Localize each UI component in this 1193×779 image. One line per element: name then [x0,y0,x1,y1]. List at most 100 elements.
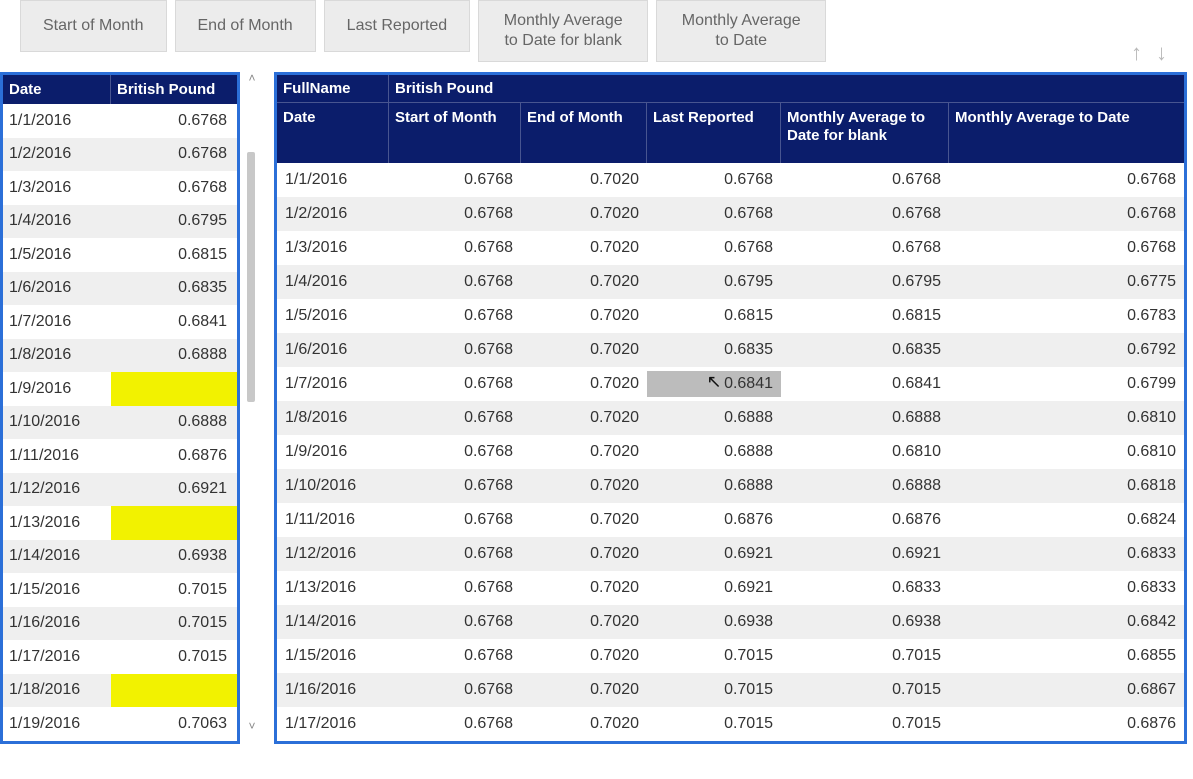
table-row[interactable]: 1/8/20160.67680.70200.68880.68880.6810 [277,401,1184,435]
right-matrix[interactable]: FullName British Pound Date Start of Mon… [274,72,1187,744]
col-monthly-avg-blank[interactable]: Monthly Average to Date for blank [781,103,949,163]
cell-date: 1/11/2016 [3,443,111,469]
cell-date: 1/14/2016 [277,609,389,635]
cell-mavb: 0.6768 [781,235,949,261]
cell-mavb: 0.6795 [781,269,949,295]
cell-date: 1/8/2016 [3,342,111,368]
cell-lr: 0.6876 [647,507,781,533]
table-row[interactable]: 1/17/20160.67680.70200.70150.70150.6876 [277,707,1184,741]
cell-lr: 0.6768 [647,201,781,227]
cell-value: 0.6888 [111,409,237,435]
arrow-down-icon[interactable]: ↓ [1156,40,1167,66]
cell-eom: 0.7020 [521,439,647,465]
tab-bar: Start of MonthEnd of MonthLast ReportedM… [0,0,1193,66]
left-table[interactable]: Date British Pound 1/1/20160.67681/2/201… [0,72,240,744]
matrix-fullname-label: FullName [277,75,389,102]
cell-value: 0.6768 [111,108,237,134]
table-row[interactable]: 1/18/2016 [3,674,237,708]
left-col-date-header[interactable]: Date [3,75,111,104]
table-row[interactable]: 1/10/20160.6888 [3,406,237,440]
tab-button[interactable]: End of Month [175,0,316,52]
cell-som: 0.6768 [389,575,521,601]
cell-lr: 0.6768 [647,167,781,193]
cell-date: 1/1/2016 [277,167,389,193]
cell-mav: 0.6824 [949,507,1184,533]
cell-mavb: 0.6768 [781,201,949,227]
cell-date: 1/19/2016 [3,711,111,737]
table-row[interactable]: 1/19/20160.7063 [3,707,237,741]
table-row[interactable]: 1/6/20160.6835 [3,272,237,306]
table-row[interactable]: 1/10/20160.67680.70200.68880.68880.6818 [277,469,1184,503]
cell-mav: 0.6855 [949,643,1184,669]
col-date[interactable]: Date [277,103,389,163]
cell-lr: 0.6888 [647,439,781,465]
table-row[interactable]: 1/11/20160.67680.70200.68760.68760.6824 [277,503,1184,537]
table-row[interactable]: 1/9/2016 [3,372,237,406]
cell-lr: 0.6938 [647,609,781,635]
cell-value: 0.6938 [111,543,237,569]
cell-lr: 0.7015 [647,711,781,737]
table-row[interactable]: 1/15/20160.67680.70200.70150.70150.6855 [277,639,1184,673]
table-row[interactable]: 1/5/20160.67680.70200.68150.68150.6783 [277,299,1184,333]
col-end-of-month[interactable]: End of Month [521,103,647,163]
cell-date: 1/15/2016 [3,577,111,603]
cell-lr: 0.7015 [647,643,781,669]
table-row[interactable]: 1/17/20160.7015 [3,640,237,674]
cell-mav: 0.6783 [949,303,1184,329]
table-row[interactable]: 1/11/20160.6876 [3,439,237,473]
table-row[interactable]: 1/12/20160.67680.70200.69210.69210.6833 [277,537,1184,571]
col-last-reported[interactable]: Last Reported [647,103,781,163]
cell-mavb: 0.6833 [781,575,949,601]
tab-button[interactable]: Monthly Average to Date [656,0,826,62]
cell-eom: 0.7020 [521,337,647,363]
col-monthly-avg[interactable]: Monthly Average to Date [949,103,1184,163]
table-row[interactable]: 1/14/20160.67680.70200.69380.69380.6842 [277,605,1184,639]
cell-date: 1/6/2016 [277,337,389,363]
table-row[interactable]: 1/1/20160.67680.70200.67680.67680.6768 [277,163,1184,197]
left-scrollbar[interactable]: ˄ ˅ [244,72,260,732]
table-row[interactable]: 1/1/20160.6768 [3,104,237,138]
table-row[interactable]: 1/6/20160.67680.70200.68350.68350.6792 [277,333,1184,367]
table-row[interactable]: 1/3/20160.6768 [3,171,237,205]
scroll-up-icon[interactable]: ˄ [246,72,258,84]
cell-date: 1/13/2016 [3,510,111,536]
scroll-down-icon[interactable]: ˅ [246,720,258,732]
cell-mavb: 0.7015 [781,643,949,669]
tab-button[interactable]: Last Reported [324,0,471,52]
cell-som: 0.6768 [389,507,521,533]
scroll-thumb[interactable] [247,152,255,402]
cell-date: 1/13/2016 [277,575,389,601]
table-row[interactable]: 1/7/20160.6841 [3,305,237,339]
arrow-up-icon[interactable]: ↑ [1131,40,1142,66]
table-row[interactable]: 1/2/20160.6768 [3,138,237,172]
cell-date: 1/6/2016 [3,275,111,301]
cell-date: 1/7/2016 [277,371,389,397]
table-row[interactable]: 1/12/20160.6921 [3,473,237,507]
cell-eom: 0.7020 [521,269,647,295]
cell-lr: 0.6888 [647,473,781,499]
cell-value: 0.6888 [111,342,237,368]
table-row[interactable]: 1/9/20160.67680.70200.68880.68100.6810 [277,435,1184,469]
table-row[interactable]: 1/3/20160.67680.70200.67680.67680.6768 [277,231,1184,265]
table-row[interactable]: 1/7/20160.67680.70200.6841↖0.68410.6799 [277,367,1184,401]
left-col-value-header[interactable]: British Pound [111,75,237,104]
tab-button[interactable]: Monthly Average to Date for blank [478,0,648,62]
main-area: Date British Pound 1/1/20160.67681/2/201… [0,66,1193,744]
table-row[interactable]: 1/5/20160.6815 [3,238,237,272]
table-row[interactable]: 1/14/20160.6938 [3,540,237,574]
table-row[interactable]: 1/13/2016 [3,506,237,540]
table-row[interactable]: 1/16/20160.7015 [3,607,237,641]
cell-mav: 0.6810 [949,439,1184,465]
table-row[interactable]: 1/4/20160.6795 [3,205,237,239]
table-row[interactable]: 1/13/20160.67680.70200.69210.68330.6833 [277,571,1184,605]
table-row[interactable]: 1/15/20160.7015 [3,573,237,607]
tab-button[interactable]: Start of Month [20,0,167,52]
table-row[interactable]: 1/16/20160.67680.70200.70150.70150.6867 [277,673,1184,707]
col-start-of-month[interactable]: Start of Month [389,103,521,163]
cell-date: 1/12/2016 [3,476,111,502]
cell-som: 0.6768 [389,711,521,737]
table-row[interactable]: 1/4/20160.67680.70200.67950.67950.6775 [277,265,1184,299]
table-row[interactable]: 1/8/20160.6888 [3,339,237,373]
table-row[interactable]: 1/2/20160.67680.70200.67680.67680.6768 [277,197,1184,231]
cell-mav: 0.6810 [949,405,1184,431]
